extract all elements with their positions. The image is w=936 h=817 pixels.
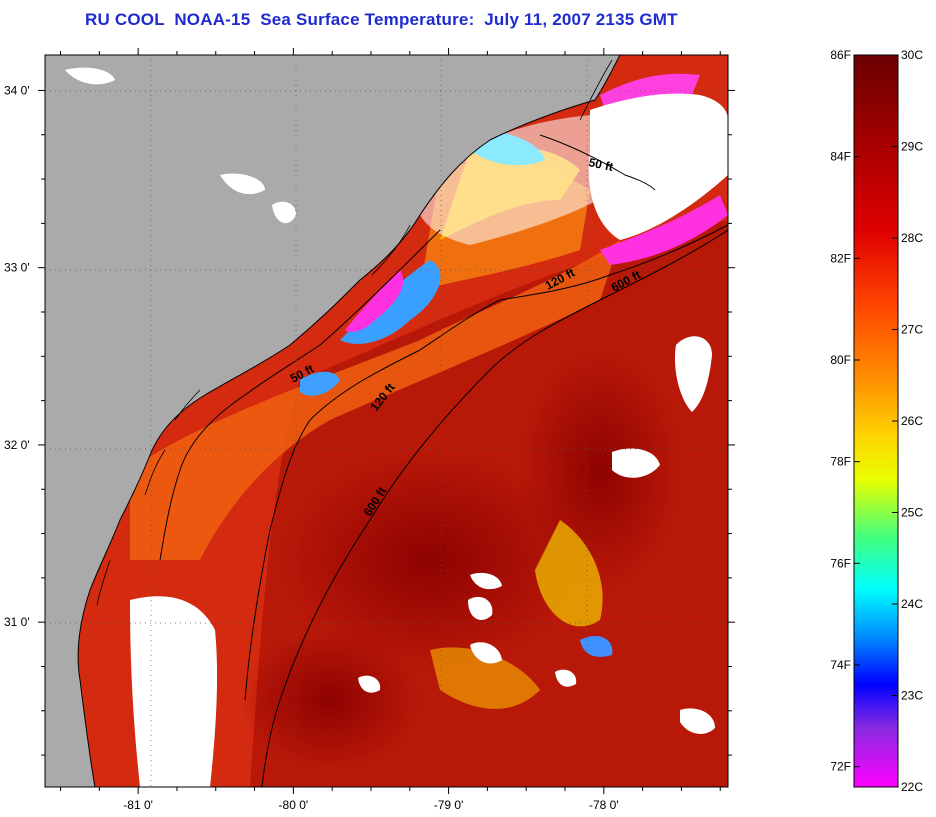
grid-lines [45,55,728,787]
colorbar-label-c: 27C [901,323,923,337]
colorbar-label-c: 22C [901,780,923,794]
hot-core [240,630,420,770]
colorbar-label-f: 78F [830,455,851,469]
offshore-yellow-filament [535,520,603,627]
colorbar-label-f: 74F [830,658,851,672]
hot-core [280,450,580,670]
isobath-50ft-north [539,134,656,191]
colorbar-label-f: 80F [830,353,851,367]
contour-label-50ft: 50 ft [587,155,614,174]
coastline-inlets [96,59,613,606]
colorbar-label-f: 76F [830,556,851,570]
colorbar-label-f: 72F [830,760,851,774]
x-tick-label: -78 0' [589,798,619,812]
cloud-cover [588,93,728,240]
colorbar-celsius-scale: 30C 29C 28C 27C 26C 25C 24C 23C 22C [892,48,923,794]
map-frame [44,54,729,788]
cloud-cover [470,642,502,664]
isobath-50ft-south [159,229,441,561]
x-tick-label: -79 0' [434,798,464,812]
y-tick-label: 33 0' [4,261,30,275]
cloud-cover [612,448,660,478]
cool-spot [580,635,613,657]
isobath-120ft [244,224,728,701]
colorbar-label-c: 30C [901,48,923,62]
offshore-yellow-filament [430,647,540,709]
x-axis: -81 0' -80 0' -79 0' -78 0' [60,48,721,812]
y-axis: 34 0' 33 0' 32 0' 31 0' [4,83,735,756]
x-tick-label: -81 0' [123,798,153,812]
colorbar-label-c: 29C [901,140,923,154]
cloud-cover [674,336,712,412]
cloud-patch-over-land [220,173,265,195]
colorbar-label-c: 23C [901,689,923,703]
colorbar-label-f: 86F [830,48,851,62]
shelf-orange-region [130,240,620,560]
y-tick-label: 31 0' [4,615,30,629]
cloud-cover [468,596,493,620]
land-mass [45,55,620,787]
cloud-cover [555,669,577,687]
coastline [77,55,621,787]
colorbar-label-c: 25C [901,506,923,520]
cloud-cover [680,708,715,734]
cloud-cover [130,596,218,787]
x-tick-label: -80 0' [279,798,309,812]
chart-title: RU COOL NOAA-15 Sea Surface Temperature:… [85,10,678,29]
colorbar-label-f: 84F [830,150,851,164]
y-tick-label: 34 0' [4,83,30,97]
colorbar-label-c: 24C [901,597,923,611]
cloud-patch-over-land [65,67,115,85]
cloud-cover [358,675,381,693]
cloud-cover [470,572,502,590]
isobath-600ft [261,229,728,787]
cool-upwelling [300,371,340,396]
colorbar-fahrenheit-scale: 86F 84F 82F 80F 78F 76F 74F 72F [830,48,860,774]
colorbar-label-f: 82F [830,251,851,265]
colorbar [853,54,899,788]
cloud-cover [420,115,598,245]
colorbar-label-c: 28C [901,231,923,245]
map-content [45,55,728,787]
cool-upwelling-magenta [600,195,728,265]
cloud-patch-over-land [272,201,296,224]
colorbar-label-c: 26C [901,414,923,428]
y-tick-label: 32 0' [4,438,30,452]
cool-upwelling-magenta [345,270,404,332]
